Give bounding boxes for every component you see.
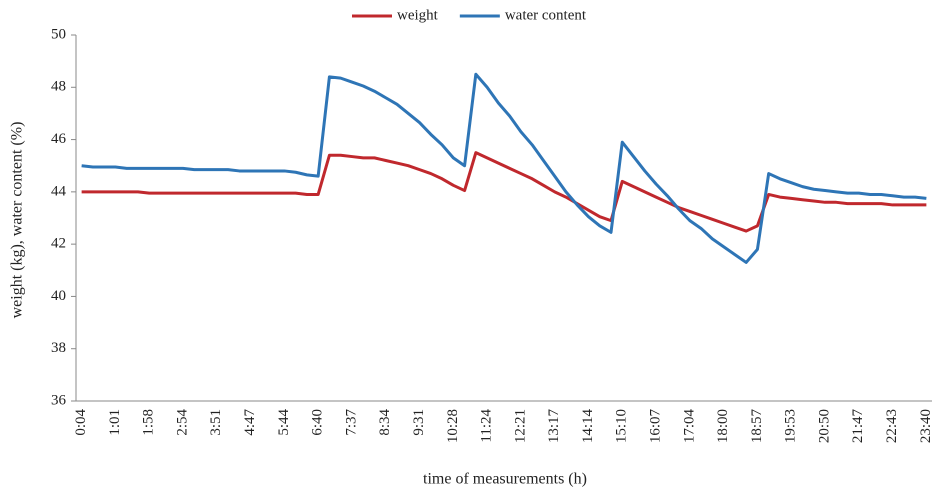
x-tick-label: 18:00 [715, 409, 731, 443]
x-tick-label: 18:57 [749, 409, 765, 444]
x-tick-label: 4:47 [242, 409, 258, 436]
x-tick-label: 17:04 [681, 409, 697, 444]
x-tick-label: 16:07 [647, 409, 663, 444]
y-axis-title: weight (kg), water content (%) [9, 122, 26, 319]
x-tick-label: 1:58 [141, 409, 157, 436]
data-line [81, 72, 927, 264]
x-tick-label: 20:50 [816, 409, 832, 443]
y-tick-label: 44 [51, 183, 67, 199]
x-tick-label: 3:51 [208, 409, 224, 436]
x-tick-label: 8:34 [377, 409, 393, 436]
y-tick-label: 40 [51, 288, 66, 304]
x-tick-label: 7:37 [343, 409, 359, 436]
x-tick-label: 11:24 [479, 409, 495, 443]
y-tick-label: 38 [51, 340, 66, 356]
x-axis-title: time of measurements (h) [423, 471, 587, 488]
y-tick-label: 48 [51, 79, 66, 95]
x-tick-label: 12:21 [512, 409, 528, 443]
x-tick-label: 23:40 [918, 409, 934, 443]
y-tick-label: 42 [51, 236, 66, 252]
x-tick-label: 15:10 [614, 409, 630, 443]
data-line [81, 151, 927, 233]
x-tick-label: 10:28 [445, 409, 461, 443]
legend-label: weight [397, 7, 439, 23]
x-tick-label: 6:40 [310, 409, 326, 436]
x-tick-label: 22:43 [884, 409, 900, 443]
x-tick-label: 21:47 [850, 409, 866, 444]
x-tick-label: 14:14 [580, 409, 596, 444]
x-tick-label: 5:44 [276, 409, 292, 436]
y-tick-label: 50 [51, 26, 66, 42]
y-tick-label: 46 [51, 131, 67, 147]
x-tick-label: 0:04 [73, 409, 89, 436]
x-tick-label: 13:17 [546, 409, 562, 444]
y-tick-label: 36 [51, 392, 67, 408]
legend-label: water content [505, 7, 587, 23]
x-tick-label: 19:53 [783, 409, 799, 443]
x-tick-label: 1:01 [107, 409, 123, 436]
x-tick-label: 9:31 [411, 409, 427, 436]
x-tick-label: 2:54 [174, 409, 190, 436]
